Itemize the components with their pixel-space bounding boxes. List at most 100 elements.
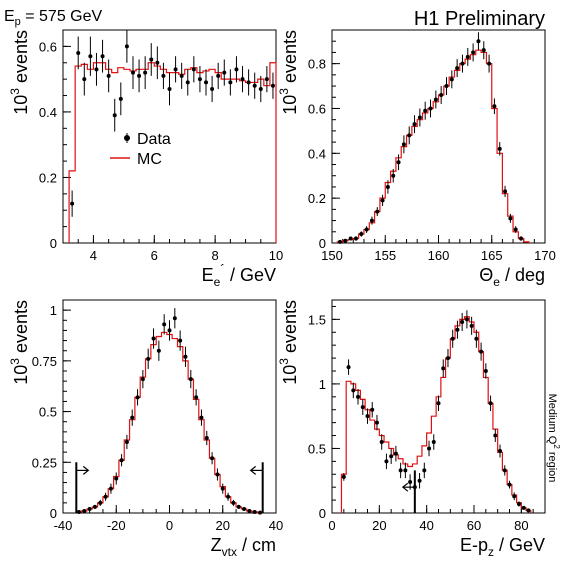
mc-histogram — [336, 49, 530, 243]
y-tick-label: 0.4 — [308, 146, 326, 161]
data-point — [431, 440, 436, 444]
data-point — [220, 486, 225, 491]
data-point — [483, 369, 488, 373]
data-point — [240, 77, 245, 82]
data-point — [439, 93, 444, 98]
data-point — [341, 474, 346, 479]
data-point — [222, 70, 227, 75]
y-axis-label: 103 events — [277, 300, 300, 385]
y-tick-label: 0.8 — [308, 57, 326, 72]
data-point — [140, 377, 145, 382]
data-point — [112, 113, 117, 118]
data-point — [460, 319, 465, 324]
data-point — [106, 73, 111, 78]
data-point — [379, 440, 384, 444]
x-tick-label: 4 — [90, 248, 97, 263]
y-tick-label: 0 — [50, 506, 57, 521]
data-point — [469, 323, 474, 328]
legend: Data MC — [110, 131, 171, 168]
data-point — [337, 239, 342, 244]
data-point — [100, 54, 105, 59]
y-tick-label: 0 — [50, 236, 57, 251]
y-tick-label: 0.6 — [39, 39, 57, 54]
x-tick-label: 160 — [428, 248, 450, 263]
data-point — [370, 407, 375, 412]
cut-arrow-head — [82, 465, 90, 475]
mc-histogram — [75, 331, 264, 514]
data-point — [444, 84, 449, 89]
data-point — [258, 86, 263, 91]
data-point — [155, 60, 160, 65]
data-point — [407, 133, 412, 138]
data-point — [398, 468, 403, 473]
x-tick-label: 20 — [372, 518, 386, 533]
x-tick-label: 8 — [212, 248, 219, 263]
data-point — [103, 494, 108, 499]
data-point — [346, 365, 351, 370]
data-point — [391, 173, 396, 178]
data-point — [521, 505, 526, 510]
data-point — [130, 70, 135, 75]
data-point — [441, 366, 446, 371]
data-point — [403, 468, 408, 473]
data-point — [427, 446, 432, 451]
y-tick-label: 0.6 — [308, 101, 326, 116]
data-point — [146, 356, 151, 361]
y-tick-label: 0 — [319, 506, 326, 521]
data-point — [236, 504, 241, 509]
data-point — [428, 106, 433, 111]
panel-electron-polar-angle: 150 155 160 165 170 0 0.2 0.4 0.6 0.8 Θe / deg 103 … — [277, 29, 556, 289]
y-axis-label: 103 events — [8, 300, 31, 385]
data-point — [191, 67, 196, 72]
data-point — [408, 480, 413, 485]
data-point — [492, 104, 497, 109]
data-point — [252, 509, 257, 514]
data-point — [76, 50, 81, 55]
x-axis-label: E-pz / GeV — [460, 535, 545, 559]
data-point — [353, 236, 358, 241]
y-tick-label: 0 — [319, 236, 326, 251]
y-tick-label: 0.2 — [39, 170, 57, 185]
data-point — [351, 388, 356, 393]
x-tick-label: 155 — [374, 248, 396, 263]
data-point — [417, 478, 422, 483]
x-tick-label: 80 — [514, 518, 528, 533]
x-tick-label: 40 — [419, 518, 433, 533]
panel-electron-energy: 4 6 8 10 0 0.2 0.4 0.6 Ee´ / GeV 103 events — [8, 29, 283, 289]
data-point — [498, 449, 503, 454]
x-axis-label: Θe / deg — [479, 265, 545, 289]
data-point — [199, 415, 204, 420]
data-point — [252, 83, 257, 88]
y-tick-label: 0.5 — [308, 441, 326, 456]
data-point — [156, 348, 161, 353]
data-point — [487, 61, 492, 66]
data-point — [114, 476, 119, 481]
cut-arrow-head — [401, 482, 409, 492]
legend-mc-label: MC — [137, 151, 162, 168]
data-point — [488, 401, 493, 406]
data-point — [204, 435, 209, 440]
panel-z-vertex: -40 -20 0 20 40 0 0.25 0.5 0.75 1 Zvtx / cm 103 eve… — [8, 299, 283, 559]
data-point — [389, 454, 394, 459]
x-tick-label: 40 — [269, 518, 283, 533]
data-point — [210, 456, 215, 461]
data-point — [226, 494, 231, 499]
x-tick-label: 20 — [216, 518, 230, 533]
data-point — [179, 73, 184, 78]
data-point — [149, 57, 154, 62]
data-point — [108, 486, 113, 491]
y-tick-label: 0.75 — [32, 354, 57, 369]
data-point — [183, 354, 188, 359]
data-point — [507, 482, 512, 487]
data-point — [185, 80, 190, 85]
data-point — [234, 67, 239, 72]
y-tick-label: 1 — [50, 303, 57, 318]
data-point — [258, 510, 263, 515]
data-point — [460, 61, 465, 66]
data-point — [137, 73, 142, 78]
data-point — [82, 77, 87, 82]
data-point — [172, 316, 177, 321]
data-point — [118, 96, 123, 101]
x-tick-label: 165 — [481, 248, 503, 263]
data-point — [380, 198, 385, 203]
